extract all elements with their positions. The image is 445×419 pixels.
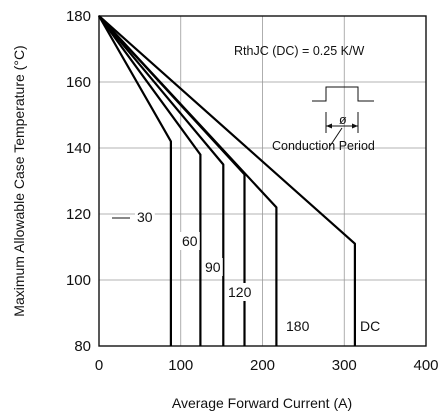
series-label-60: 60 (182, 233, 198, 249)
y-tick-label: 160 (66, 74, 91, 91)
series-label-DC: DC (360, 318, 380, 334)
series-label-bg (358, 317, 383, 335)
waveform (312, 86, 374, 102)
x-tick-label: 200 (250, 357, 275, 374)
series-label-30: 30 (137, 209, 153, 225)
series-label-bg (284, 317, 312, 335)
y-tick-label: 140 (66, 140, 91, 157)
y-tick-label: 180 (66, 8, 91, 25)
series-line-DC (98, 15, 356, 346)
series-line-90 (98, 15, 225, 346)
series-line-60 (98, 15, 202, 346)
x-ticks: 0 100 200 300 400 (95, 357, 439, 374)
x-tick-label: 300 (332, 357, 357, 374)
rth-annotation: RthJC (DC) = 0.25 K/W (234, 44, 364, 58)
conduction-label: Conduction Period (272, 139, 375, 153)
series-label-120: 120 (228, 284, 252, 300)
x-axis-label: Average Forward Current (A) (172, 395, 352, 411)
plot-frame (98, 15, 427, 347)
y-tick-label: 100 (66, 272, 91, 289)
series-line-180 (98, 15, 278, 346)
curves (98, 15, 356, 346)
conduction-leader (329, 127, 343, 147)
series-label-bg (226, 283, 254, 301)
period-arrow-head-right (352, 123, 358, 129)
phi-symbol: ø (339, 113, 347, 127)
series-label-bg (135, 208, 155, 226)
y-axis-label: Maximum Allowable Case Temperature (°C) (11, 45, 27, 316)
y-ticks: 80 100 120 140 160 180 (66, 8, 91, 355)
grid (99, 16, 426, 346)
series-line-30 (98, 15, 172, 346)
series-label-bg (203, 258, 223, 276)
period-arrow-head-left (326, 123, 332, 129)
series-label-180: 180 (286, 318, 310, 334)
conduction-period-diagram: ø Conduction Period (272, 86, 375, 153)
series-labels: 30 60 90 120 180 DC (112, 208, 383, 335)
x-tick-label: 100 (168, 357, 193, 374)
x-tick-label: 400 (413, 357, 438, 374)
x-tick-label: 0 (95, 357, 103, 374)
y-tick-label: 120 (66, 206, 91, 223)
series-label-bg (180, 232, 200, 250)
series-label-90: 90 (205, 259, 221, 275)
y-tick-label: 80 (74, 338, 91, 355)
